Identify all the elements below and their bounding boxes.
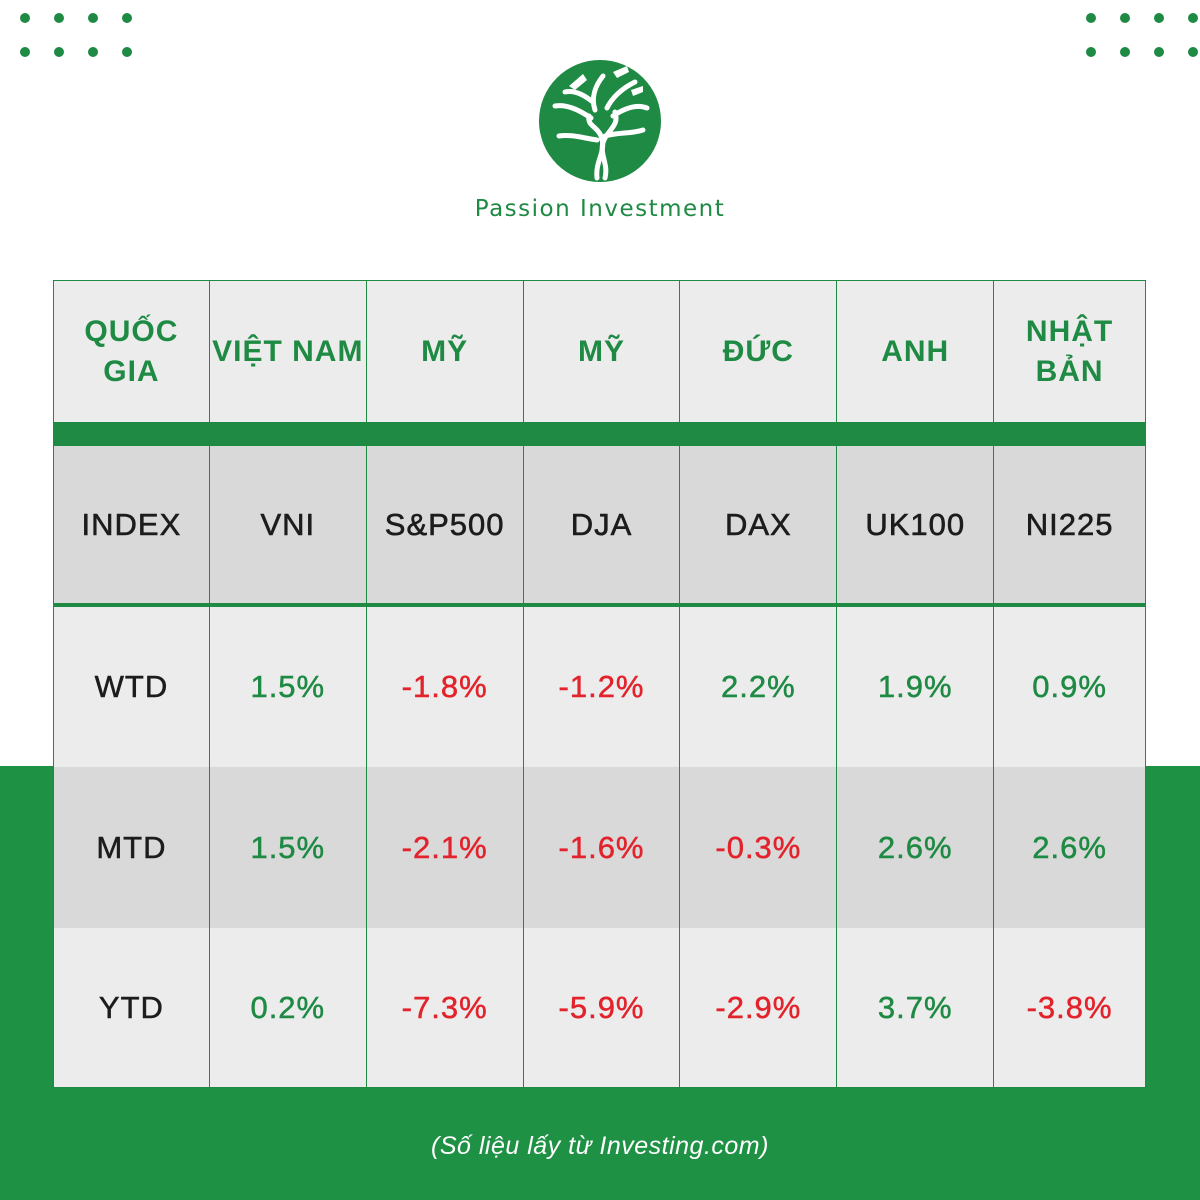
value-cell: 3.7% [837,928,995,1087]
header-cell: VIỆT NAM [210,281,367,422]
dot [88,47,98,57]
dot [1120,13,1130,23]
country-header-row: QUỐC GIA VIỆT NAM MỸ MỸ ĐỨC ANH NHẬT BẢN [54,281,1145,422]
value-cell: -1.8% [367,607,524,767]
row-label: WTD [54,607,210,767]
index-cell: S&P500 [367,446,524,603]
value-cell: -7.3% [367,928,524,1087]
brand-name: Passion Investment [474,196,726,222]
value-cell: -1.2% [524,607,681,767]
dot [1086,13,1096,23]
value-cell: 0.2% [210,928,367,1087]
dot [20,13,30,23]
value-cell: -0.3% [680,767,838,928]
dot [1120,47,1130,57]
index-cell: DAX [680,446,838,603]
index-row: INDEX VNI S&P500 DJA DAX UK100 NI225 [54,446,1145,603]
index-cell: NI225 [1025,506,1114,542]
table-row: YTD 0.2% -7.3% -5.9% -2.9% 3.7% -3.8% [54,928,1145,1087]
value-cell: -3.8% [1026,989,1113,1025]
header-divider [54,422,1145,446]
dot [54,13,64,23]
dot [1154,47,1164,57]
dot [1188,47,1198,57]
dot [122,47,132,57]
table-row: WTD 1.5% -1.8% -1.2% 2.2% 1.9% 0.9% [54,607,1145,767]
index-cell: DJA [524,446,681,603]
index-cell: VNI [210,446,367,603]
dot [1086,47,1096,57]
value-cell: 1.5% [210,607,367,767]
dot [1154,13,1164,23]
index-divider [54,603,1145,607]
header-cell: ANH [837,281,995,422]
value-cell: -2.9% [680,928,838,1087]
value-cell: -5.9% [524,928,681,1087]
value-cell: 2.2% [680,607,838,767]
value-cell: -2.1% [367,767,524,928]
value-cell: 1.9% [837,607,995,767]
decorative-dots-left [20,13,132,57]
header-cell: NHẬT BẢN [1025,314,1114,388]
source-note: (Số liệu lấy từ Investing.com) [431,1132,769,1160]
dot [88,13,98,23]
tree-logo-icon [539,60,661,182]
market-index-table: QUỐC GIA VIỆT NAM MỸ MỸ ĐỨC ANH NHẬT BẢN… [53,280,1146,1088]
dot [20,47,30,57]
decorative-dots-right [1086,13,1198,57]
table-row: MTD 1.5% -2.1% -1.6% -0.3% 2.6% 2.6% [54,767,1145,928]
index-cell: INDEX [54,446,210,603]
value-cell: 0.9% [1032,669,1107,705]
row-label: MTD [54,767,210,928]
value-cell: 1.5% [210,767,367,928]
row-label: YTD [54,928,210,1087]
index-cell: UK100 [837,446,995,603]
dot [54,47,64,57]
value-cell: 2.6% [837,767,995,928]
value-cell: -1.6% [524,767,681,928]
dot [122,13,132,23]
header-cell: QUỐC GIA [54,281,210,422]
dot [1188,13,1198,23]
header-cell: MỸ [524,281,681,422]
header-cell: MỸ [367,281,524,422]
header-cell: ĐỨC [680,281,838,422]
value-cell: 2.6% [1032,829,1107,865]
